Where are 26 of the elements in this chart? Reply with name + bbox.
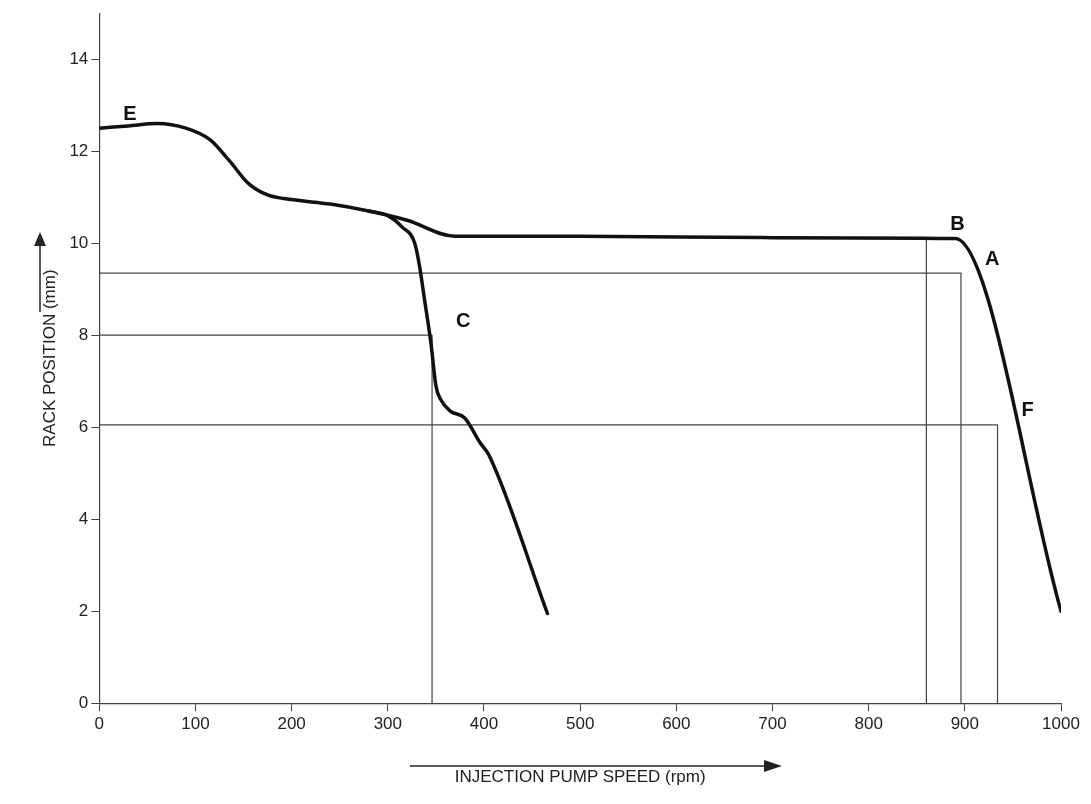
x-tick-label: 400	[469, 714, 499, 734]
y-tick-label: 12	[69, 140, 89, 160]
y-tick-label: 14	[69, 48, 89, 68]
x-tick-label: 500	[565, 714, 595, 734]
x-tick-label: 300	[373, 714, 402, 734]
annotation: B	[950, 212, 965, 235]
x-tick-label: 0	[94, 714, 105, 734]
y-tick-label: 8	[78, 324, 89, 344]
y-tick-label: 4	[78, 508, 89, 528]
y-tick-label: 2	[78, 600, 89, 620]
x-tick-label: 700	[758, 714, 787, 734]
y-axis-title: RACK POSITION (mm)	[39, 269, 59, 447]
annotation: C	[456, 308, 471, 331]
annotation: A	[984, 246, 1000, 269]
x-tick-label: 200	[277, 714, 306, 734]
x-tick-label: 900	[950, 714, 980, 734]
x-axis-title: INJECTION PUMP SPEED (rpm)	[454, 767, 706, 787]
y-tick-label: 0	[78, 692, 89, 712]
x-tick-label: 600	[662, 714, 691, 734]
y-tick-label: 10	[69, 232, 89, 252]
annotation: F	[1021, 398, 1034, 421]
x-tick-label: 1000	[1042, 714, 1080, 734]
annotation: E	[123, 101, 137, 124]
y-tick-label: 6	[78, 416, 89, 436]
x-tick-label: 100	[181, 714, 210, 734]
x-tick-label: 800	[854, 714, 883, 734]
